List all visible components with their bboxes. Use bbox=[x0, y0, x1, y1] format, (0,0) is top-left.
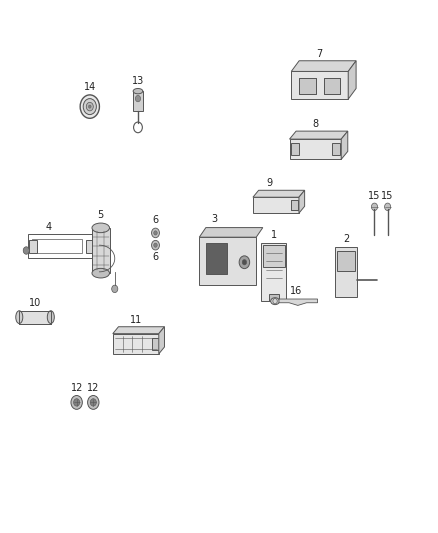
Bar bbox=[299, 78, 316, 94]
Bar bbox=[337, 251, 355, 271]
Ellipse shape bbox=[47, 311, 54, 324]
Text: 12: 12 bbox=[71, 383, 83, 393]
Circle shape bbox=[86, 102, 93, 111]
Circle shape bbox=[88, 395, 99, 409]
Bar bbox=[32, 239, 81, 253]
Bar bbox=[29, 240, 37, 253]
Polygon shape bbox=[299, 190, 305, 213]
Circle shape bbox=[93, 247, 99, 254]
Text: 12: 12 bbox=[87, 383, 99, 393]
Bar bbox=[269, 294, 279, 301]
Circle shape bbox=[80, 95, 99, 118]
Text: 15: 15 bbox=[381, 191, 394, 201]
Circle shape bbox=[154, 243, 157, 247]
Circle shape bbox=[74, 399, 80, 406]
Text: 6: 6 bbox=[152, 252, 159, 262]
Bar bbox=[253, 197, 299, 213]
Circle shape bbox=[371, 203, 378, 211]
Text: 5: 5 bbox=[98, 210, 104, 220]
Ellipse shape bbox=[271, 297, 279, 305]
Ellipse shape bbox=[92, 223, 110, 233]
Text: 9: 9 bbox=[266, 178, 272, 188]
Bar bbox=[324, 78, 340, 94]
Bar bbox=[291, 143, 299, 155]
Circle shape bbox=[23, 247, 29, 254]
Bar bbox=[152, 338, 159, 350]
Circle shape bbox=[88, 105, 91, 108]
Circle shape bbox=[152, 240, 159, 250]
Polygon shape bbox=[290, 131, 348, 139]
Text: 8: 8 bbox=[312, 119, 318, 129]
Circle shape bbox=[135, 95, 141, 102]
Bar bbox=[299, 78, 316, 94]
Bar bbox=[113, 334, 159, 354]
Bar bbox=[263, 245, 285, 266]
Bar bbox=[19, 311, 51, 324]
Circle shape bbox=[239, 256, 250, 269]
Circle shape bbox=[242, 260, 247, 265]
Text: 14: 14 bbox=[84, 82, 96, 92]
Bar bbox=[324, 78, 340, 94]
Bar bbox=[28, 235, 94, 258]
Circle shape bbox=[90, 399, 96, 406]
Polygon shape bbox=[348, 61, 356, 99]
Text: 16: 16 bbox=[290, 286, 302, 296]
Circle shape bbox=[71, 395, 82, 409]
Polygon shape bbox=[341, 131, 348, 159]
Bar bbox=[290, 139, 341, 159]
Text: 6: 6 bbox=[152, 215, 159, 225]
Text: 13: 13 bbox=[132, 76, 144, 86]
Polygon shape bbox=[159, 327, 164, 354]
Polygon shape bbox=[291, 61, 356, 71]
Bar bbox=[19, 311, 51, 324]
Circle shape bbox=[154, 231, 157, 235]
Text: 10: 10 bbox=[29, 298, 41, 308]
Circle shape bbox=[152, 228, 159, 238]
Bar bbox=[291, 71, 348, 99]
Bar bbox=[291, 200, 299, 211]
Bar bbox=[86, 240, 94, 253]
Bar bbox=[199, 237, 256, 285]
Bar bbox=[335, 247, 357, 297]
Polygon shape bbox=[199, 228, 263, 237]
Circle shape bbox=[385, 203, 391, 211]
Bar bbox=[133, 91, 143, 111]
Text: 11: 11 bbox=[130, 314, 142, 325]
Bar bbox=[291, 200, 299, 211]
Ellipse shape bbox=[92, 268, 110, 278]
Polygon shape bbox=[279, 299, 318, 305]
Polygon shape bbox=[253, 190, 305, 197]
Bar bbox=[92, 228, 110, 273]
Polygon shape bbox=[113, 327, 164, 334]
Text: 1: 1 bbox=[271, 230, 277, 240]
Bar bbox=[332, 143, 340, 155]
Text: 3: 3 bbox=[212, 214, 218, 224]
Ellipse shape bbox=[16, 311, 23, 324]
Bar bbox=[261, 243, 286, 301]
Circle shape bbox=[83, 99, 96, 115]
Ellipse shape bbox=[133, 88, 143, 94]
Circle shape bbox=[112, 285, 118, 293]
Text: 2: 2 bbox=[343, 235, 349, 244]
Text: 4: 4 bbox=[45, 222, 51, 231]
Bar bbox=[206, 243, 227, 274]
Text: 15: 15 bbox=[368, 191, 381, 201]
Text: 7: 7 bbox=[317, 49, 323, 59]
